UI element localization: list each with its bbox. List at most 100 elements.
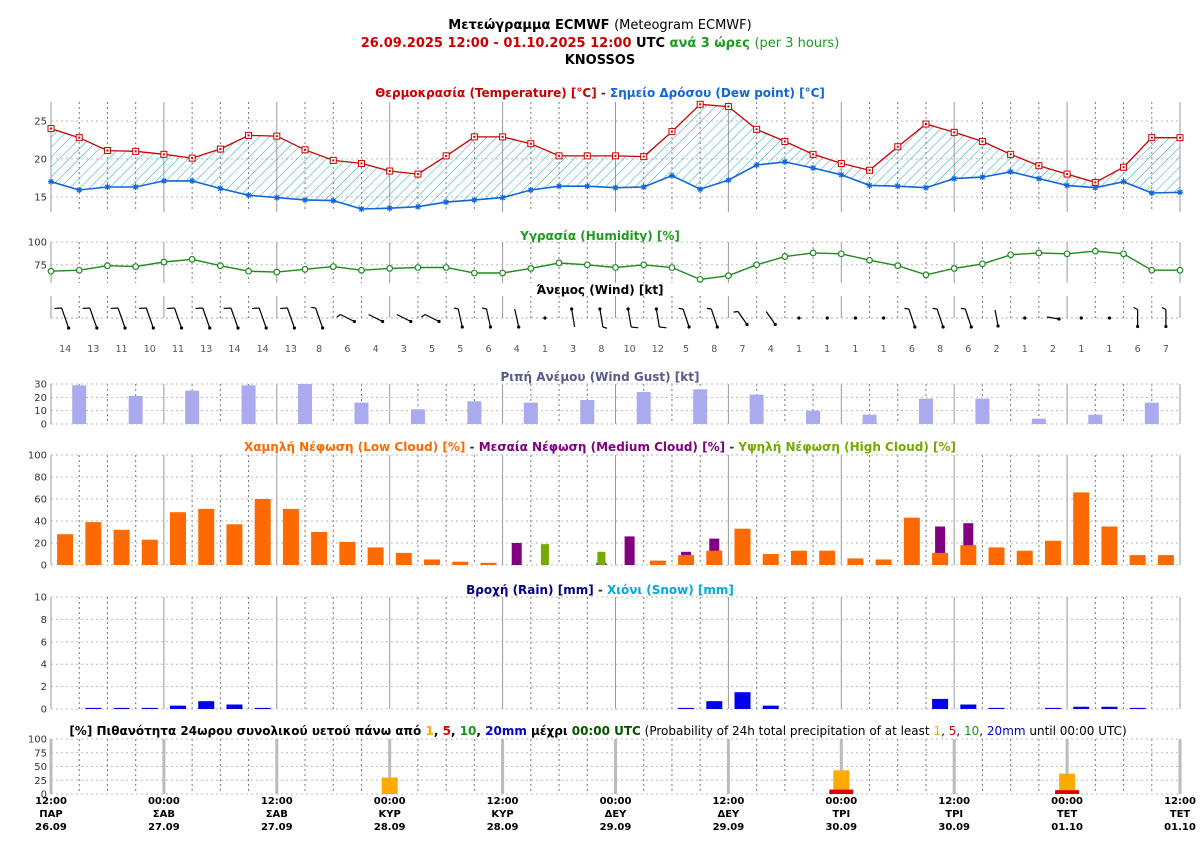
dew-point-mark xyxy=(104,184,111,190)
wind-speed-label: 8 xyxy=(598,344,604,355)
wind-barb-station xyxy=(179,326,184,330)
low-cloud-bar xyxy=(1073,492,1090,565)
temperature-point-core xyxy=(416,173,419,176)
wind-barb xyxy=(1161,306,1167,327)
temperature-point-core xyxy=(868,169,871,172)
dew-point-point xyxy=(499,194,506,201)
time-axis-date: 28.09 xyxy=(487,822,519,833)
humidity-point xyxy=(725,272,732,280)
wind-speed-label: 13 xyxy=(87,344,99,355)
low-cloud-bar xyxy=(452,561,469,565)
wind-barb-station xyxy=(941,325,945,329)
dew-point-mark xyxy=(528,187,534,193)
dew-point-mark xyxy=(612,185,619,191)
wind-barb-shaft xyxy=(571,308,576,328)
wind-speed-label: 8 xyxy=(937,344,943,355)
wind-barb xyxy=(904,307,916,328)
wind-speed-label: 1 xyxy=(1078,344,1084,355)
temperature-point-core xyxy=(1122,166,1125,169)
wind-speed-label: 12 xyxy=(652,344,664,355)
temperature-point-core xyxy=(388,170,391,173)
probability-title-part: 00:00 UTC xyxy=(572,724,641,738)
wind-barb-feather xyxy=(706,307,712,310)
humidity-point xyxy=(273,268,281,276)
wind-speed-label: 11 xyxy=(172,344,184,355)
wind-barb-station xyxy=(208,326,212,330)
rain-bar xyxy=(960,704,977,709)
wind-barb xyxy=(960,307,972,328)
wind-barb-shaft xyxy=(599,308,604,328)
dew-point-mark xyxy=(725,177,732,183)
dew-point-mark xyxy=(754,162,760,168)
wind-barb-feather xyxy=(602,326,608,329)
step-english: (per 3 hours) xyxy=(754,36,840,51)
humidity-ytick-label: 75 xyxy=(34,260,47,271)
wind-speed-label: 7 xyxy=(1163,344,1169,355)
dew-point-mark xyxy=(76,187,82,193)
cloud-ytick-label: 60 xyxy=(34,495,47,506)
wind-barb xyxy=(932,307,944,328)
rain-bar xyxy=(734,692,751,709)
low-cloud-bar xyxy=(1044,540,1061,565)
dew-point-mark xyxy=(499,194,506,201)
time-axis-day: ΤΡΙ xyxy=(945,809,963,820)
wind-speed-label: 1 xyxy=(796,344,802,355)
temperature-point-core xyxy=(614,154,617,157)
wind-barb-feather xyxy=(453,307,459,310)
dew-point-mark xyxy=(302,197,308,203)
meteogram-title: Μετεώγραμμα ECMWF (Meteogram ECMWF) xyxy=(0,18,1200,34)
wind-gust-bar xyxy=(693,389,708,424)
dew-point-point xyxy=(810,165,817,171)
wind-barb-feather xyxy=(336,314,341,318)
probability-title-part: μέχρι xyxy=(527,724,572,738)
gust-ytick-label: 10 xyxy=(34,406,47,417)
low-cloud-bar xyxy=(339,541,356,565)
date-separator: - xyxy=(493,36,499,51)
dew-point-point xyxy=(358,205,365,212)
wind-barb-station xyxy=(151,326,155,330)
temperature-point-core xyxy=(1179,136,1181,139)
low-cloud-bar xyxy=(170,512,187,565)
precip-ytick-label: 2 xyxy=(41,682,47,693)
wind-barb-station xyxy=(853,316,858,320)
gust-ytick-label: 30 xyxy=(34,380,47,391)
time-axis-date: 01.10 xyxy=(1051,822,1083,833)
temperature-point-core xyxy=(1150,136,1153,139)
wind-speed-label: 4 xyxy=(768,344,774,355)
wind-speed-label: 13 xyxy=(200,344,212,355)
wind-barb-feather xyxy=(960,307,966,310)
humidity-point xyxy=(47,267,55,275)
location-name: KNOSSOS xyxy=(564,53,636,68)
dew-point-mark xyxy=(697,186,703,192)
temperature-point-core xyxy=(304,148,307,151)
humidity-point xyxy=(132,263,140,271)
wind-barb-shaft xyxy=(457,308,463,328)
time-axis-day: ΠΑΡ xyxy=(39,809,62,820)
temperature-title-part: - xyxy=(597,86,610,100)
wind-gust-bar xyxy=(806,410,821,424)
wind-speed-label: 1 xyxy=(824,344,830,355)
dew-point-mark xyxy=(979,174,986,180)
time-axis-date: 27.09 xyxy=(148,822,180,833)
temperature-point-core xyxy=(191,157,194,160)
gust-ytick-label: 0 xyxy=(41,420,47,431)
cloud-ytick-label: 0 xyxy=(41,561,47,572)
cloud-ytick-label: 40 xyxy=(34,517,47,528)
wind-gust-bar xyxy=(1088,414,1103,424)
precipitation-title-part: Χιόνι (Snow) [mm] xyxy=(607,583,734,597)
wind-barb-station xyxy=(437,319,441,324)
probability-title-part: 1 xyxy=(933,724,941,738)
rain-bar xyxy=(1129,707,1146,709)
probability-title-part: , xyxy=(434,724,443,738)
dew-point-point xyxy=(443,199,450,206)
dew-point-point xyxy=(1092,184,1099,191)
wind-barb xyxy=(627,308,639,329)
wind-barb-station xyxy=(380,319,385,324)
wind-barb-station xyxy=(321,326,325,330)
probability-title: [%] Πιθανότητα 24ωρου συνολικού υετού πά… xyxy=(69,724,1126,738)
rain-bar xyxy=(141,707,158,709)
dew-point-point xyxy=(1035,175,1042,182)
wind-gust-bar xyxy=(72,385,87,424)
low-cloud-bar xyxy=(790,550,807,565)
dew-point-mark xyxy=(1177,189,1183,195)
